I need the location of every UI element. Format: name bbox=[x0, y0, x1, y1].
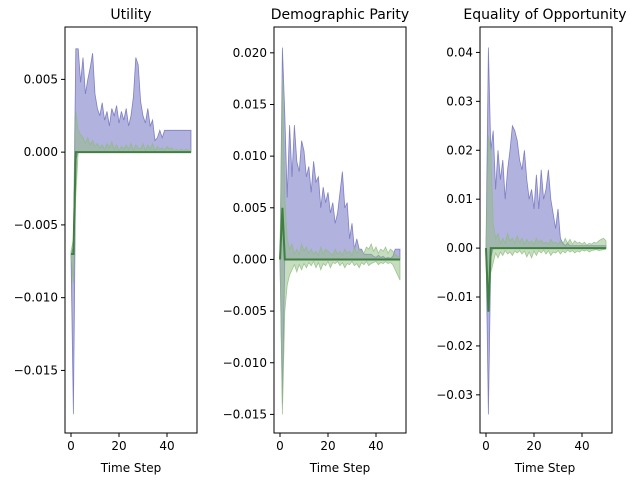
y-tick-label: −0.03 bbox=[436, 388, 473, 402]
axes-frame bbox=[273, 26, 407, 434]
plot-area bbox=[279, 47, 401, 415]
y-tick-label: 0.00 bbox=[446, 241, 473, 255]
mean-line-green bbox=[71, 151, 191, 256]
subplot-utility: Utility Time Step 0 20 40 −0.015 −0.010 −0.00… bbox=[14, 7, 198, 475]
y-tick-label: 0.020 bbox=[233, 46, 267, 60]
x-axis-label: Time Step bbox=[514, 461, 576, 475]
y-tick-label: 0.005 bbox=[233, 201, 267, 215]
axes-frame bbox=[64, 26, 198, 434]
x-tick-label: 20 bbox=[111, 439, 126, 453]
y-tick-label: −0.005 bbox=[223, 304, 267, 318]
x-axis-label: Time Step bbox=[309, 461, 371, 475]
subplot-equality-of-opportunity: Equality of Opportunity Time Step 0 20 40 −… bbox=[436, 7, 626, 475]
y-tick-label: 0.02 bbox=[446, 143, 473, 157]
y-tick-label: 0.000 bbox=[233, 252, 267, 266]
y-tick-label: −0.015 bbox=[223, 407, 267, 421]
x-tick-label: 20 bbox=[320, 439, 335, 453]
y-tick-label: −0.02 bbox=[436, 339, 473, 353]
y-tick-label: 0.015 bbox=[233, 97, 267, 111]
y-tick-label: 0.005 bbox=[24, 72, 58, 86]
y-tick-label: 0.03 bbox=[446, 94, 473, 108]
x-tick-label: 0 bbox=[67, 439, 75, 453]
y-tick-label: −0.010 bbox=[14, 291, 58, 305]
plot-area bbox=[70, 48, 192, 415]
x-axis-label: Time Step bbox=[100, 461, 162, 475]
chart-title: Demographic Parity bbox=[271, 7, 409, 23]
confidence-band-green bbox=[279, 78, 401, 415]
mean-line-green bbox=[279, 207, 400, 261]
chart-title: Utility bbox=[110, 7, 151, 23]
x-tick-label: 40 bbox=[368, 439, 383, 453]
y-tick-label: 0.010 bbox=[233, 149, 267, 163]
mean-line-green bbox=[485, 247, 606, 312]
x-tick-label: 20 bbox=[526, 439, 541, 453]
chart-title: Equality of Opportunity bbox=[463, 7, 626, 23]
y-tick-label: 0.04 bbox=[446, 45, 473, 59]
axes-frame bbox=[479, 26, 613, 434]
y-tick-label: −0.015 bbox=[14, 363, 58, 377]
y-tick-label: −0.010 bbox=[223, 356, 267, 370]
x-tick-label: 40 bbox=[574, 439, 589, 453]
y-tick-label: 0.000 bbox=[24, 145, 58, 159]
subplot-demographic-parity: Demographic Parity Time Step 0 20 40 −0.015… bbox=[223, 7, 410, 475]
x-tick-label: 0 bbox=[276, 439, 284, 453]
x-tick-label: 40 bbox=[159, 439, 174, 453]
y-tick-label: 0.01 bbox=[446, 192, 473, 206]
confidence-band-green bbox=[485, 135, 607, 312]
x-tick-label: 0 bbox=[482, 439, 490, 453]
plot-area bbox=[485, 47, 607, 415]
y-tick-label: −0.005 bbox=[14, 218, 58, 232]
y-tick-label: −0.01 bbox=[436, 290, 473, 304]
